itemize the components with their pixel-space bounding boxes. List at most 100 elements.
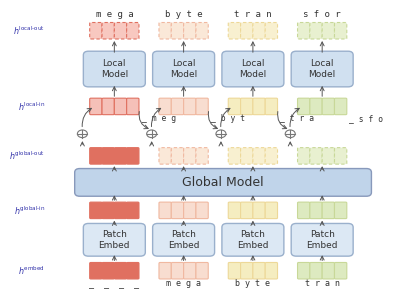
- FancyBboxPatch shape: [222, 224, 284, 256]
- FancyBboxPatch shape: [265, 22, 278, 39]
- FancyBboxPatch shape: [75, 169, 372, 196]
- Text: $h^{\mathsf{global\text{-}in}}$: $h^{\mathsf{global\text{-}in}}$: [14, 204, 45, 217]
- FancyBboxPatch shape: [322, 98, 334, 115]
- Text: Patch
Embed: Patch Embed: [237, 230, 269, 250]
- FancyBboxPatch shape: [90, 262, 102, 279]
- FancyBboxPatch shape: [184, 262, 196, 279]
- FancyBboxPatch shape: [127, 22, 139, 39]
- FancyBboxPatch shape: [196, 262, 208, 279]
- Text: Patch
Embed: Patch Embed: [306, 230, 338, 250]
- FancyBboxPatch shape: [102, 22, 114, 39]
- Text: Global Model: Global Model: [182, 176, 264, 189]
- FancyBboxPatch shape: [127, 98, 139, 115]
- Text: m e g a: m e g a: [96, 10, 133, 19]
- FancyBboxPatch shape: [253, 202, 265, 219]
- Text: m e g a: m e g a: [166, 279, 201, 288]
- FancyBboxPatch shape: [334, 148, 347, 164]
- FancyBboxPatch shape: [184, 22, 196, 39]
- FancyBboxPatch shape: [298, 98, 310, 115]
- FancyBboxPatch shape: [102, 148, 114, 164]
- Text: $h^{\mathsf{global\text{-}out}}$: $h^{\mathsf{global\text{-}out}}$: [9, 150, 45, 162]
- Text: $h^{\mathsf{local\text{-}in}}$: $h^{\mathsf{local\text{-}in}}$: [18, 100, 45, 112]
- Text: _ b y t: _ b y t: [211, 114, 245, 123]
- FancyBboxPatch shape: [265, 148, 278, 164]
- FancyBboxPatch shape: [310, 148, 322, 164]
- FancyBboxPatch shape: [90, 202, 102, 219]
- Text: s f o r: s f o r: [303, 10, 341, 19]
- Text: b y t e: b y t e: [165, 10, 202, 19]
- FancyBboxPatch shape: [310, 262, 322, 279]
- FancyBboxPatch shape: [240, 262, 253, 279]
- FancyBboxPatch shape: [322, 22, 334, 39]
- FancyBboxPatch shape: [184, 202, 196, 219]
- FancyBboxPatch shape: [114, 202, 127, 219]
- FancyBboxPatch shape: [184, 98, 196, 115]
- FancyBboxPatch shape: [228, 148, 240, 164]
- FancyBboxPatch shape: [240, 202, 253, 219]
- FancyBboxPatch shape: [184, 148, 196, 164]
- FancyBboxPatch shape: [334, 98, 347, 115]
- FancyBboxPatch shape: [196, 148, 208, 164]
- FancyBboxPatch shape: [228, 98, 240, 115]
- FancyBboxPatch shape: [102, 98, 114, 115]
- Circle shape: [216, 130, 226, 138]
- FancyBboxPatch shape: [114, 262, 127, 279]
- FancyBboxPatch shape: [253, 148, 265, 164]
- Text: t r a n: t r a n: [234, 10, 272, 19]
- Text: Local
Model: Local Model: [101, 59, 128, 79]
- Text: Local
Model: Local Model: [170, 59, 197, 79]
- FancyBboxPatch shape: [83, 51, 145, 87]
- FancyBboxPatch shape: [334, 22, 347, 39]
- FancyBboxPatch shape: [159, 98, 171, 115]
- FancyBboxPatch shape: [171, 202, 184, 219]
- FancyBboxPatch shape: [159, 262, 171, 279]
- Text: _ s f o: _ s f o: [350, 114, 384, 123]
- FancyBboxPatch shape: [127, 202, 139, 219]
- FancyBboxPatch shape: [291, 51, 353, 87]
- FancyBboxPatch shape: [159, 148, 171, 164]
- FancyBboxPatch shape: [90, 148, 102, 164]
- Text: Patch
Embed: Patch Embed: [98, 230, 130, 250]
- FancyBboxPatch shape: [127, 148, 139, 164]
- Text: $h^{\mathsf{local\text{-}out}}$: $h^{\mathsf{local\text{-}out}}$: [13, 25, 45, 37]
- Text: Local
Model: Local Model: [308, 59, 336, 79]
- FancyBboxPatch shape: [298, 202, 310, 219]
- FancyBboxPatch shape: [153, 224, 214, 256]
- FancyBboxPatch shape: [310, 22, 322, 39]
- Text: b y t e: b y t e: [235, 279, 270, 288]
- FancyBboxPatch shape: [253, 98, 265, 115]
- FancyBboxPatch shape: [291, 224, 353, 256]
- FancyBboxPatch shape: [196, 22, 208, 39]
- FancyBboxPatch shape: [334, 262, 347, 279]
- Text: _ t r a: _ t r a: [280, 114, 314, 123]
- FancyBboxPatch shape: [114, 98, 127, 115]
- Text: t r a n: t r a n: [305, 279, 340, 288]
- Text: Local
Model: Local Model: [239, 59, 266, 79]
- FancyBboxPatch shape: [265, 262, 278, 279]
- FancyBboxPatch shape: [159, 202, 171, 219]
- Text: _  _  _  _: _ _ _ _: [89, 279, 139, 288]
- Circle shape: [147, 130, 157, 138]
- FancyBboxPatch shape: [171, 98, 184, 115]
- FancyBboxPatch shape: [171, 262, 184, 279]
- FancyBboxPatch shape: [265, 98, 278, 115]
- FancyBboxPatch shape: [102, 202, 114, 219]
- FancyBboxPatch shape: [90, 22, 102, 39]
- FancyBboxPatch shape: [310, 202, 322, 219]
- Circle shape: [285, 130, 295, 138]
- FancyBboxPatch shape: [228, 22, 240, 39]
- FancyBboxPatch shape: [127, 262, 139, 279]
- FancyBboxPatch shape: [298, 148, 310, 164]
- FancyBboxPatch shape: [159, 22, 171, 39]
- FancyBboxPatch shape: [222, 51, 284, 87]
- FancyBboxPatch shape: [334, 202, 347, 219]
- FancyBboxPatch shape: [253, 22, 265, 39]
- FancyBboxPatch shape: [298, 22, 310, 39]
- FancyBboxPatch shape: [228, 262, 240, 279]
- Text: $h^{\mathsf{embed}}$: $h^{\mathsf{embed}}$: [18, 265, 45, 277]
- Circle shape: [77, 130, 87, 138]
- FancyBboxPatch shape: [114, 148, 127, 164]
- FancyBboxPatch shape: [228, 202, 240, 219]
- FancyBboxPatch shape: [90, 98, 102, 115]
- FancyBboxPatch shape: [310, 98, 322, 115]
